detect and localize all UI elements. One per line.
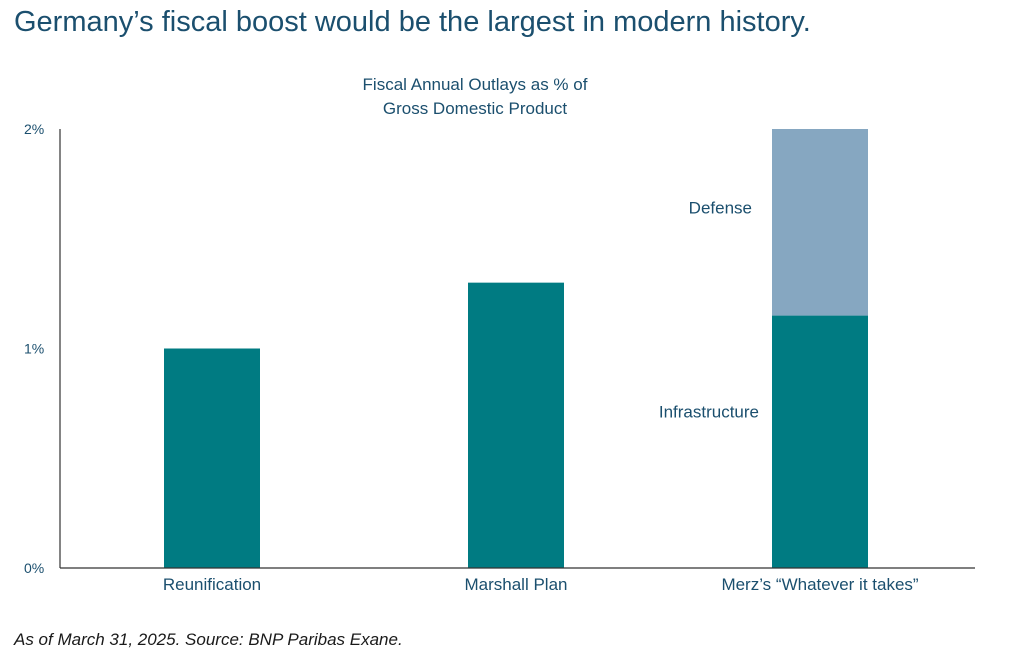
bar-defense-2 bbox=[772, 129, 868, 316]
x-category-label: Marshall Plan bbox=[465, 575, 568, 594]
bar-infrastructure-2 bbox=[772, 315, 868, 568]
bar-infrastructure-0 bbox=[164, 348, 260, 568]
x-category-label: Merz’s “Whatever it takes” bbox=[721, 575, 918, 594]
bar-infrastructure-1 bbox=[468, 282, 564, 568]
series-label-defense: Defense bbox=[689, 198, 752, 217]
y-tick-label: 1% bbox=[24, 341, 44, 357]
y-tick-label: 0% bbox=[24, 560, 44, 576]
chart-title-line: Fiscal Annual Outlays as % of bbox=[363, 75, 588, 94]
source-footnote: As of March 31, 2025. Source: BNP Pariba… bbox=[14, 630, 403, 649]
y-tick-label: 2% bbox=[24, 121, 44, 137]
x-category-label: Reunification bbox=[163, 575, 261, 594]
page-headline: Germany’s fiscal boost would be the larg… bbox=[14, 6, 811, 38]
chart-title-line: Gross Domestic Product bbox=[383, 99, 567, 118]
series-label-infrastructure: Infrastructure bbox=[659, 402, 759, 421]
